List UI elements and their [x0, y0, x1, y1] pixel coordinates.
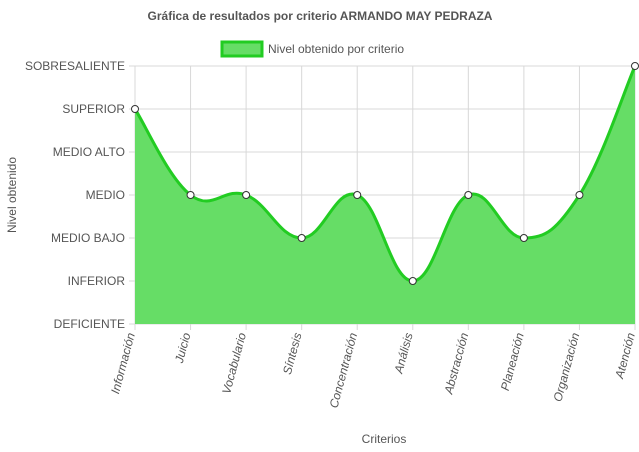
series-area: [133, 65, 637, 324]
data-point[interactable]: [131, 105, 139, 113]
x-tick-label: Información: [108, 331, 138, 395]
data-point[interactable]: [186, 191, 195, 199]
y-axis-label: Nivel obtenido: [5, 157, 19, 233]
x-tick-label: Vocabulario: [219, 331, 249, 396]
x-tick-label: Organización: [551, 331, 583, 403]
series-points: [131, 62, 639, 285]
data-point[interactable]: [353, 191, 362, 199]
x-axis-ticks: Información Juicio Vocabulario Síntesis Conc…: [108, 331, 638, 410]
x-tick-label: Síntesis: [280, 331, 305, 376]
x-tick-label: Abstracción: [441, 331, 471, 396]
y-tick-label: INFERIOR: [68, 274, 126, 288]
series-area-fill: [135, 66, 635, 324]
x-tick-label: Juicio: [172, 331, 194, 366]
data-point[interactable]: [575, 191, 584, 199]
y-tick-label: MEDIO ALTO: [53, 145, 125, 159]
y-axis-ticks: DEFICIENTE INFERIOR MEDIO BAJO MEDIO MEDIO A…: [25, 59, 125, 331]
series-line: [133, 65, 637, 283]
legend-swatch: [220, 40, 264, 58]
x-tick-label: Concentración: [327, 331, 361, 410]
x-tick-label: Atención: [612, 331, 638, 381]
y-tick-label: MEDIO BAJO: [51, 231, 125, 245]
chart-title: Gráfica de resultados por criterio ARMAN…: [148, 9, 493, 23]
data-point[interactable]: [242, 191, 251, 199]
data-point[interactable]: [519, 234, 528, 242]
data-point[interactable]: [631, 62, 639, 70]
y-tick-label: DEFICIENTE: [54, 317, 125, 331]
y-tick-label: SUPERIOR: [62, 102, 125, 116]
data-point[interactable]: [464, 191, 473, 199]
x-tick-label: Planeación: [498, 331, 527, 392]
data-point[interactable]: [297, 234, 306, 242]
data-point[interactable]: [408, 277, 417, 285]
legend[interactable]: Nivel obtenido por criterio: [220, 40, 404, 58]
y-tick-label: SOBRESALIENTE: [25, 59, 125, 73]
x-axis-label: Criterios: [362, 432, 407, 446]
x-tick-label: Análisis: [391, 331, 415, 376]
legend-label: Nivel obtenido por criterio: [268, 42, 404, 56]
y-tick-label: MEDIO: [86, 188, 125, 202]
